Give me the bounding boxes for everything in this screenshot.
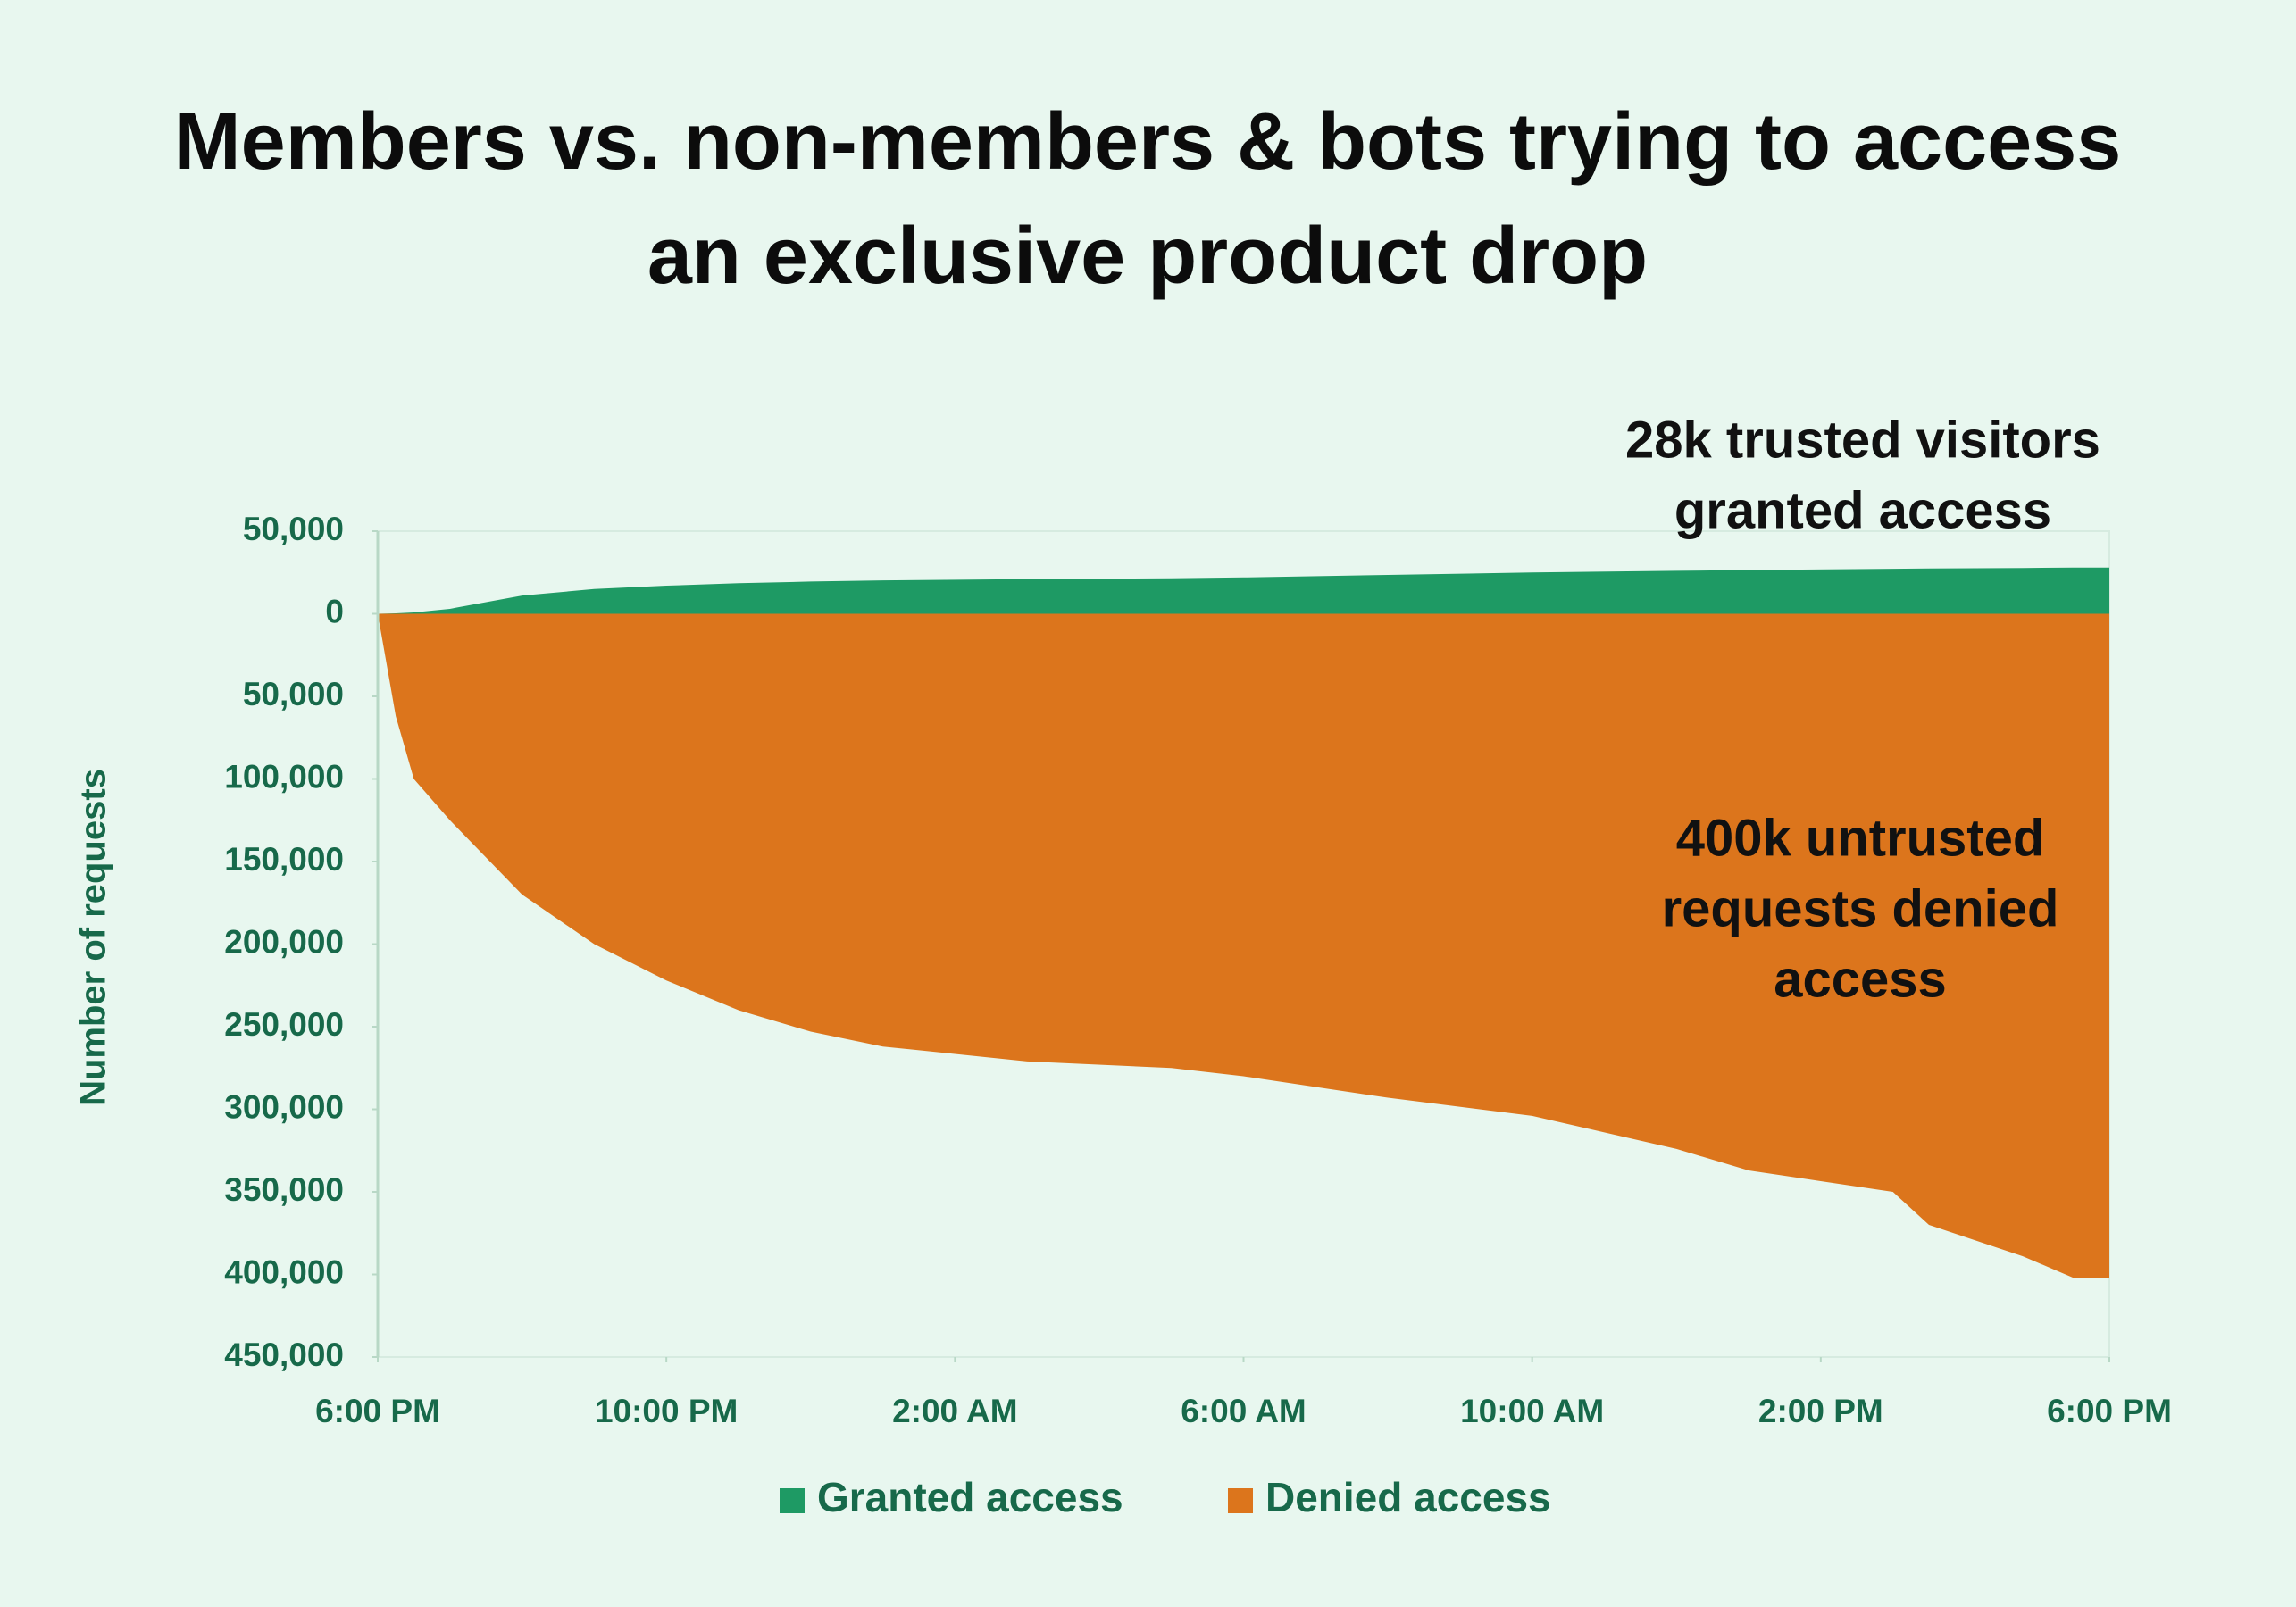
x-tick-label: 10:00 AM [1460,1393,1604,1429]
y-tick-label: 100,000 [224,758,344,795]
x-tick-label: 2:00 AM [892,1393,1018,1429]
y-tick-label: 50,000 [243,511,344,547]
y-tick-label: 400,000 [224,1253,344,1290]
x-tick-label: 6:00 PM [2047,1393,2172,1429]
legend-swatch [1228,1488,1253,1513]
area [378,613,2109,1278]
annotation: 28k trusted visitors [1625,411,2100,469]
y-tick-label: 300,000 [224,1088,344,1125]
annotation: access [1774,950,1947,1008]
x-tick-label: 6:00 AM [1181,1393,1307,1429]
y-tick-label: 150,000 [224,841,344,878]
chart-title: Members vs. non-members & bots trying to… [173,97,2122,301]
x-tick-label: 10:00 PM [595,1393,738,1429]
y-tick-label: 200,000 [224,923,344,960]
annotation: 400k untrusted [1676,809,2045,867]
annotation: requests denied [1662,879,2059,937]
y-tick-label: 0 [325,593,344,629]
x-tick-label: 2:00 PM [1758,1393,1883,1429]
legend-swatch [780,1488,805,1513]
legend-label: Denied access [1265,1474,1551,1520]
y-tick-label: 250,000 [224,1006,344,1043]
y-tick-label: 50,000 [243,676,344,712]
y-axis-label: Number of requests [74,769,113,1106]
area [378,567,2109,614]
y-tick-label: 350,000 [224,1171,344,1208]
legend-label: Granted access [817,1474,1123,1520]
y-tick-label: 450,000 [224,1336,344,1373]
annotation: granted access [1674,481,2051,539]
x-tick-label: 6:00 PM [315,1393,440,1429]
